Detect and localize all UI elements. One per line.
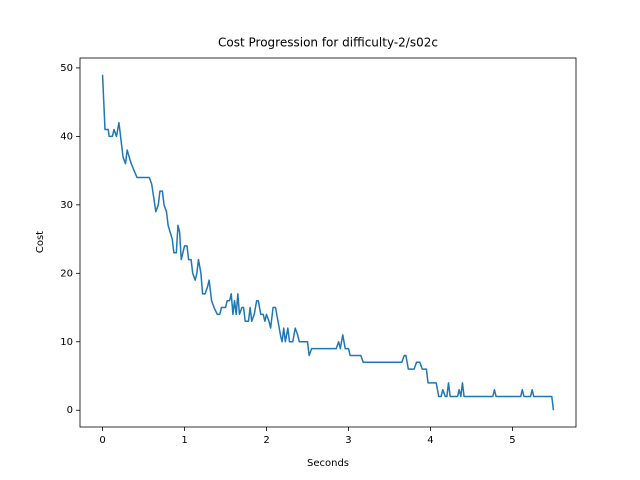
x-axis-label: Seconds	[307, 458, 349, 469]
x-tick-label: 4	[427, 435, 433, 446]
x-tick-label: 0	[99, 435, 105, 446]
y-tick-label: 40	[60, 131, 73, 142]
data-line	[101, 74, 555, 411]
y-tick-label: 50	[60, 63, 73, 74]
x-tick-label: 3	[345, 435, 351, 446]
y-tick-label: 10	[60, 337, 73, 348]
x-tick-label: 1	[181, 435, 187, 446]
y-tick-label: 20	[60, 268, 73, 279]
x-tick-label: 2	[263, 435, 269, 446]
y-tick-label: 30	[60, 200, 73, 211]
plot-frame	[79, 57, 577, 428]
x-tick-label: 5	[509, 435, 515, 446]
chart-title: Cost Progression for difficulty-2/s02c	[218, 36, 438, 50]
y-axis-label: Cost	[35, 231, 46, 253]
y-tick-label: 0	[67, 405, 73, 416]
